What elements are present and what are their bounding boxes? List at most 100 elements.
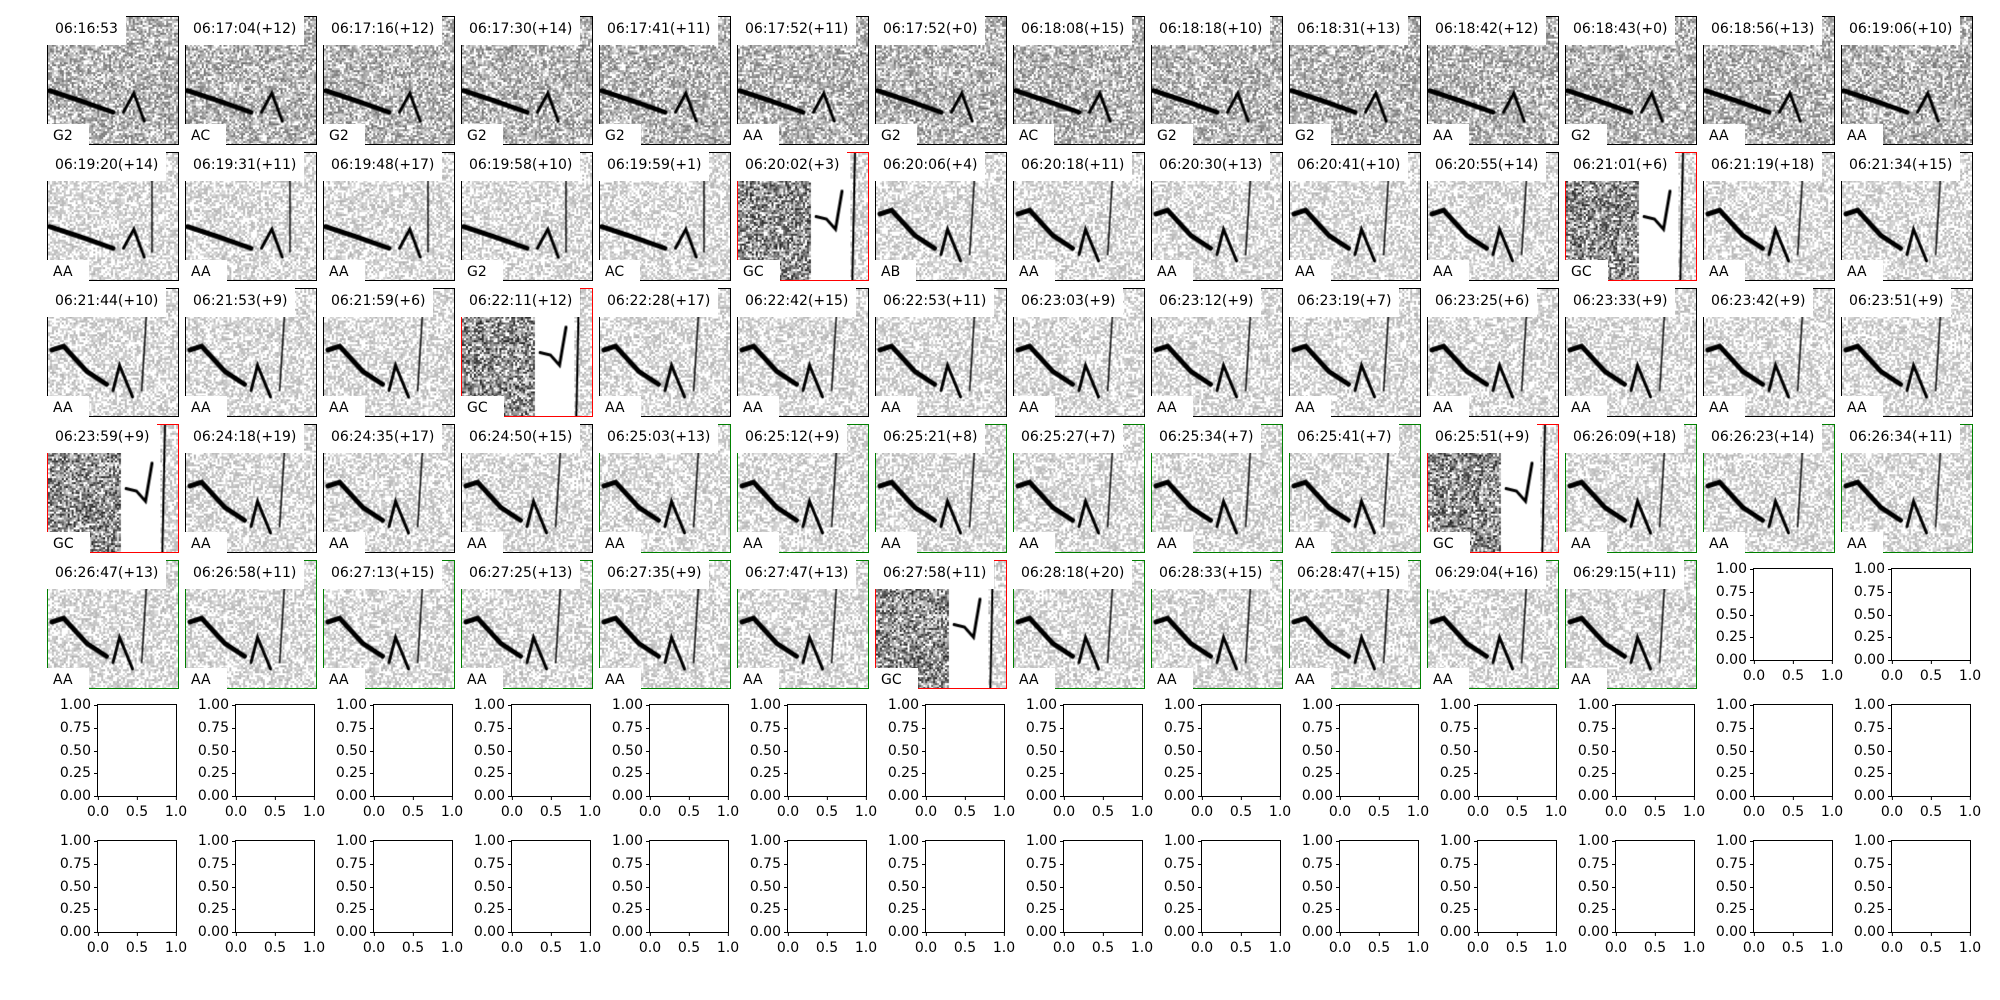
y-tick-label: 0.75 [612, 857, 651, 871]
x-tick-label: 0.5 [1644, 932, 1666, 955]
empty-axes-cell: 0.00 0.25 0.50 0.75 1.00 0.0 0.5 1.0 [461, 696, 601, 825]
y-tick-label: 0.25 [612, 766, 651, 780]
empty-axes: 0.00 0.25 0.50 0.75 1.00 0.0 0.5 1.0 [888, 698, 1015, 819]
spectrogram-panel: 06:18:08(+15) AC [1013, 16, 1145, 145]
spectrogram-panel: 06:20:41(+10) AA [1289, 152, 1421, 281]
y-tick-label: 0.50 [198, 744, 237, 758]
spectrogram-panel: 06:27:13(+15) AA [323, 560, 455, 689]
panel-time-label: 06:20:30(+13) [1151, 152, 1271, 181]
panel-time-label: 06:21:59(+6) [323, 288, 434, 317]
panel-time-label: 06:26:23(+14) [1703, 424, 1823, 453]
x-tick-label: 0.0 [363, 796, 385, 819]
panel-time-label: 06:19:58(+10) [461, 152, 581, 181]
x-tick-label: 0.0 [225, 932, 247, 955]
y-tick-label: 0.50 [198, 880, 237, 894]
y-tick-label: 0.00 [612, 925, 651, 939]
panel-time-label: 06:17:52(+11) [737, 16, 857, 45]
panel-class-label: AC [1013, 124, 1055, 145]
x-tick-label: 1.0 [1821, 932, 1843, 955]
y-tick-label: 0.25 [1302, 902, 1341, 916]
panel-time-label: 06:27:58(+11) [875, 560, 995, 589]
x-tick-label: 0.5 [1782, 796, 1804, 819]
spectrogram-panel: 06:27:35(+9) AA [599, 560, 731, 689]
empty-axes: 0.00 0.25 0.50 0.75 1.00 0.0 0.5 1.0 [1716, 562, 1843, 683]
x-tick-label: 0.5 [402, 796, 424, 819]
spectrogram-panel: 06:17:41(+11) G2 [599, 16, 731, 145]
spectrogram-panel: 06:16:53 G2 [47, 16, 179, 145]
x-tick-label: 1.0 [1959, 660, 1981, 683]
x-tick-label: 1.0 [1131, 796, 1153, 819]
panel-class-label: AA [323, 532, 365, 553]
y-tick-label: 0.75 [1854, 721, 1893, 735]
x-tick-label: 1.0 [993, 796, 1015, 819]
y-tick-label: 1.00 [888, 834, 927, 848]
x-tick-label: 0.0 [777, 796, 799, 819]
panel-time-label: 06:19:06(+10) [1841, 16, 1961, 45]
y-tick-label: 1.00 [60, 834, 99, 848]
y-tick-label: 0.00 [612, 789, 651, 803]
panel-class-label: AA [323, 396, 365, 417]
panel-class-label: AA [1013, 668, 1055, 689]
panel-time-label: 06:26:34(+11) [1841, 424, 1961, 453]
y-tick-label: 0.25 [336, 766, 375, 780]
spectrogram-panel: 06:22:28(+17) AA [599, 288, 731, 417]
panel-time-label: 06:25:12(+9) [737, 424, 848, 453]
panel-class-label: AA [185, 532, 227, 553]
spectrogram-panel: 06:19:58(+10) G2 [461, 152, 593, 281]
spectrogram-panel: 06:28:47(+15) AA [1289, 560, 1421, 689]
y-tick-label: 0.75 [1164, 721, 1203, 735]
empty-axes: 0.00 0.25 0.50 0.75 1.00 0.0 0.5 1.0 [1440, 834, 1567, 955]
y-tick-label: 0.25 [750, 902, 789, 916]
spectrogram-panel: 06:19:06(+10) AA [1841, 16, 1973, 145]
y-tick-label: 0.50 [474, 744, 513, 758]
panel-class-label: AA [1703, 260, 1745, 281]
y-tick-label: 0.75 [60, 857, 99, 871]
y-tick-label: 1.00 [750, 834, 789, 848]
y-tick-label: 1.00 [888, 698, 927, 712]
panel-time-label: 06:20:06(+4) [875, 152, 986, 181]
empty-axes: 0.00 0.25 0.50 0.75 1.00 0.0 0.5 1.0 [1578, 698, 1705, 819]
empty-axes-cell: 0.00 0.25 0.50 0.75 1.00 0.0 0.5 1.0 [737, 832, 877, 961]
y-tick-label: 0.75 [198, 857, 237, 871]
panel-class-label: AA [461, 532, 503, 553]
panel-class-label: AA [1841, 260, 1883, 281]
y-tick-label: 0.00 [1854, 925, 1893, 939]
panel-class-label: GC [737, 260, 780, 281]
panel-time-label: 06:19:31(+11) [185, 152, 305, 181]
x-tick-label: 0.5 [1368, 932, 1390, 955]
x-tick-label: 0.5 [1230, 796, 1252, 819]
spectrogram-panel: 06:18:18(+10) G2 [1151, 16, 1283, 145]
y-tick-label: 0.50 [1716, 608, 1755, 622]
panel-time-label: 06:23:42(+9) [1703, 288, 1814, 317]
spectrogram-panel: 06:24:18(+19) AA [185, 424, 317, 553]
spectrogram-panel: 06:21:44(+10) AA [47, 288, 179, 417]
y-tick-label: 0.75 [750, 721, 789, 735]
panel-time-label: 06:21:19(+18) [1703, 152, 1823, 181]
empty-axes: 0.00 0.25 0.50 0.75 1.00 0.0 0.5 1.0 [750, 834, 877, 955]
spectrogram-panel: 06:26:58(+11) AA [185, 560, 317, 689]
empty-axes-cell: 0.00 0.25 0.50 0.75 1.00 0.0 0.5 1.0 [185, 832, 325, 961]
x-tick-label: 0.5 [540, 932, 562, 955]
spectrogram-panel: 06:20:30(+13) AA [1151, 152, 1283, 281]
panel-time-label: 06:19:59(+1) [599, 152, 710, 181]
x-tick-label: 0.5 [954, 932, 976, 955]
x-tick-label: 1.0 [1683, 932, 1705, 955]
x-tick-label: 1.0 [855, 796, 877, 819]
panel-time-label: 06:18:08(+15) [1013, 16, 1133, 45]
x-tick-label: 0.5 [954, 796, 976, 819]
panel-time-label: 06:23:12(+9) [1151, 288, 1262, 317]
x-tick-label: 1.0 [441, 932, 463, 955]
y-tick-label: 0.25 [888, 902, 927, 916]
y-tick-label: 0.75 [1716, 585, 1755, 599]
panel-class-label: AA [1151, 396, 1193, 417]
spectrogram-panel: 06:18:31(+13) G2 [1289, 16, 1421, 145]
x-tick-label: 1.0 [1959, 932, 1981, 955]
empty-axes: 0.00 0.25 0.50 0.75 1.00 0.0 0.5 1.0 [1164, 698, 1291, 819]
spectrogram-panel: 06:21:59(+6) AA [323, 288, 455, 417]
y-tick-label: 0.00 [1440, 789, 1479, 803]
panel-class-label: AA [1565, 532, 1607, 553]
panel-class-label: AA [1565, 396, 1607, 417]
y-tick-label: 0.75 [888, 721, 927, 735]
spectrogram-panel: 06:22:53(+11) AA [875, 288, 1007, 417]
y-tick-label: 1.00 [1578, 834, 1617, 848]
